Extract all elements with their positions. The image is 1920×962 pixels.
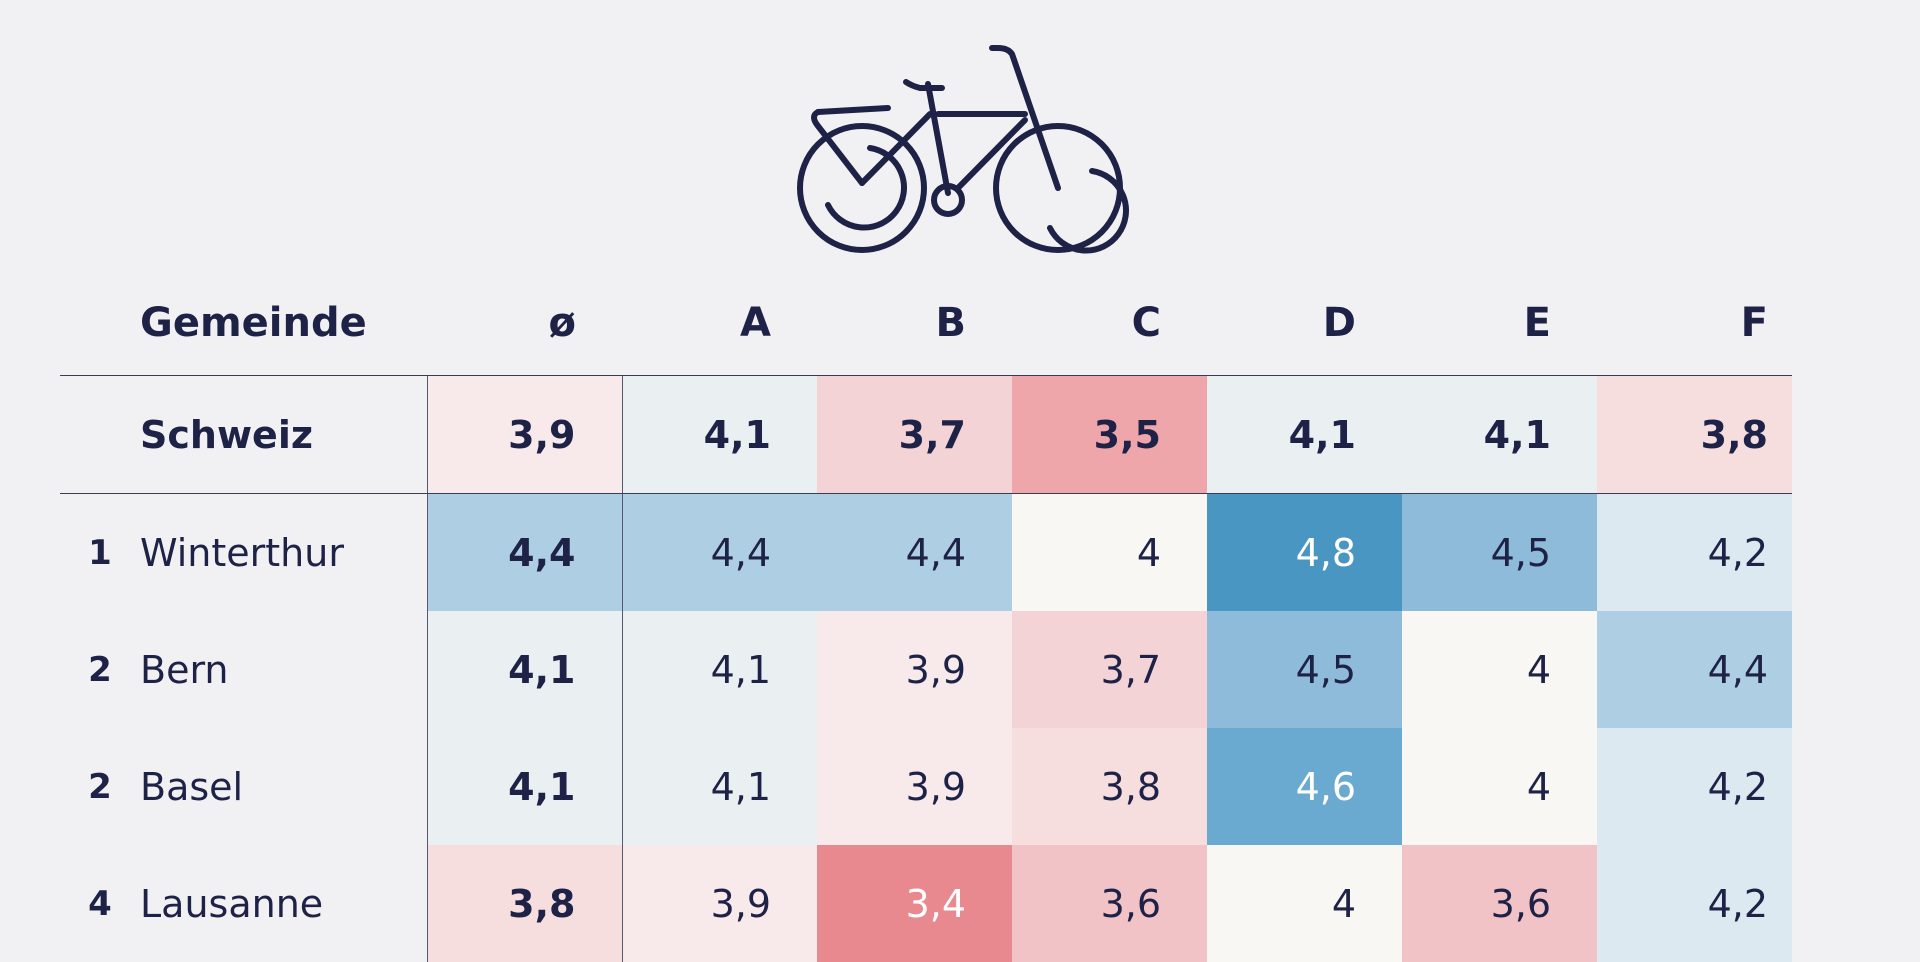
cell-d: 4: [1207, 845, 1402, 962]
cell-f: 4,2: [1597, 493, 1792, 611]
header-a: A: [622, 270, 817, 376]
cell-d: 4,1: [1207, 375, 1402, 494]
header-rank: [60, 270, 140, 376]
header-c: C: [1012, 270, 1207, 376]
cell-f: 4,2: [1597, 728, 1792, 845]
cell-a: 4,1: [622, 728, 817, 845]
ranking-table: Gemeinde ø A B C D E F Schweiz 3,9 4,1 3…: [60, 270, 1792, 962]
cell-b: 3,4: [817, 845, 1012, 962]
cell-b: 3,9: [817, 728, 1012, 845]
cell-f: 3,8: [1597, 375, 1792, 494]
cell-f: 4,4: [1597, 611, 1792, 728]
cell-average: 3,9: [426, 375, 623, 494]
cell-d: 4,6: [1207, 728, 1402, 845]
row-name: Winterthur: [140, 530, 344, 575]
cell-a: 4,1: [622, 375, 817, 494]
table-row: 2 Basel 4,1 4,1 3,9 3,8 4,6 4 4,2: [60, 728, 1792, 845]
cell-a: 4,4: [622, 493, 817, 611]
row-rank: 2: [88, 766, 112, 807]
header-d: D: [1207, 270, 1402, 376]
cell-b: 3,9: [817, 611, 1012, 728]
cell-b: 4,4: [817, 493, 1012, 611]
header-f: F: [1597, 270, 1792, 376]
row-rank: 1: [88, 532, 112, 573]
row-rank: [60, 375, 140, 494]
cell-d: 4,5: [1207, 611, 1402, 728]
cell-average: 4,4: [426, 493, 623, 611]
row-name: Lausanne: [140, 881, 324, 926]
header-e: E: [1402, 270, 1597, 376]
cell-c: 3,6: [1012, 845, 1207, 962]
cell-d: 4,8: [1207, 493, 1402, 611]
row-rank: 2: [88, 649, 112, 690]
row-name: Basel: [140, 764, 244, 809]
header-b: B: [817, 270, 1012, 376]
cell-average: 3,8: [426, 845, 623, 962]
cell-e: 4: [1402, 611, 1597, 728]
table-row: 1 Winterthur 4,4 4,4 4,4 4 4,8 4,5 4,2: [60, 493, 1792, 611]
table-row: 2 Bern 4,1 4,1 3,9 3,7 4,5 4 4,4: [60, 611, 1792, 728]
cell-a: 4,1: [622, 611, 817, 728]
summary-row: Schweiz 3,9 4,1 3,7 3,5 4,1 4,1 3,8: [60, 375, 1792, 494]
cell-e: 4,5: [1402, 493, 1597, 611]
bicycle-icon: [780, 40, 1130, 260]
header-row: Gemeinde ø A B C D E F: [60, 270, 1792, 376]
row-rank: 4: [88, 883, 112, 924]
row-name: Schweiz: [140, 375, 427, 494]
row-name: Bern: [140, 647, 229, 692]
cell-f: 4,2: [1597, 845, 1792, 962]
cell-c: 4: [1012, 493, 1207, 611]
cell-e: 4,1: [1402, 375, 1597, 494]
cell-average: 4,1: [426, 611, 623, 728]
cell-c: 3,7: [1012, 611, 1207, 728]
cell-e: 4: [1402, 728, 1597, 845]
cell-c: 3,5: [1012, 375, 1207, 494]
header-gemeinde: Gemeinde: [140, 270, 427, 376]
cell-a: 3,9: [622, 845, 817, 962]
table-row: 4 Lausanne 3,8 3,9 3,4 3,6 4 3,6 4,2: [60, 845, 1792, 962]
cell-e: 3,6: [1402, 845, 1597, 962]
cell-b: 3,7: [817, 375, 1012, 494]
cell-c: 3,8: [1012, 728, 1207, 845]
header-average: ø: [427, 270, 622, 376]
cell-average: 4,1: [426, 728, 623, 845]
